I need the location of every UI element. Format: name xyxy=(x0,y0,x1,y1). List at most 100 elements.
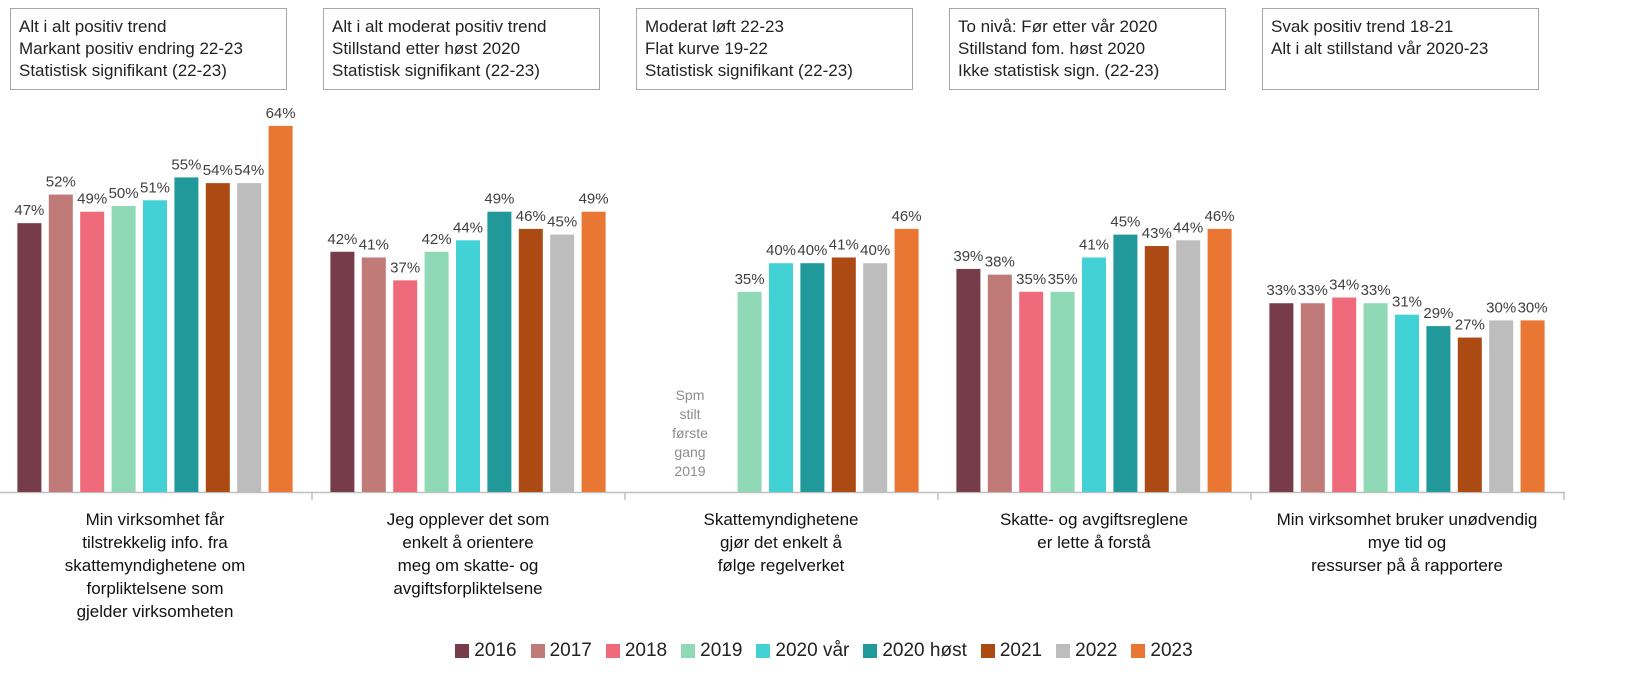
bar xyxy=(737,291,762,492)
value-label: 46% xyxy=(516,208,546,225)
annotation-box: Alt i alt positiv trend Markant positiv … xyxy=(10,8,287,90)
legend-swatch xyxy=(863,644,878,658)
bar xyxy=(456,240,480,492)
value-label: 29% xyxy=(1423,305,1453,322)
legend-label: 2016 xyxy=(474,640,517,661)
legend-label: 2017 xyxy=(549,640,592,661)
legend-label: 2019 xyxy=(700,640,743,661)
value-label: 27% xyxy=(1455,317,1485,334)
value-label: 52% xyxy=(46,174,76,191)
value-label: 38% xyxy=(985,254,1015,271)
value-label: 43% xyxy=(1142,225,1172,242)
bar xyxy=(174,177,199,492)
bar xyxy=(1332,297,1357,492)
legend-swatch xyxy=(980,644,995,658)
value-label: 35% xyxy=(735,271,765,288)
value-label: 44% xyxy=(1173,219,1203,236)
bar xyxy=(1144,246,1169,492)
legend-item: 2016 xyxy=(455,640,517,662)
legend-swatch xyxy=(530,644,545,658)
legend-label: 2022 xyxy=(1075,640,1118,661)
value-label: 35% xyxy=(1016,271,1046,288)
bar xyxy=(987,274,1012,492)
bar xyxy=(17,223,42,492)
legend-item: 2020 høst xyxy=(863,640,967,662)
legend-label: 2020 vår xyxy=(775,640,850,661)
annotation-box: To nivå: Før etter vår 2020 Stillstand f… xyxy=(949,8,1226,90)
value-label: 41% xyxy=(1079,236,1109,253)
legend-label: 2020 høst xyxy=(882,640,967,661)
legend-swatch xyxy=(1131,644,1146,658)
annotation-box: Svak positiv trend 18-21 Alt i alt still… xyxy=(1262,8,1539,90)
value-label: 33% xyxy=(1361,282,1391,299)
legend-swatch xyxy=(455,644,470,658)
value-label: 42% xyxy=(422,231,452,248)
value-label: 44% xyxy=(453,219,483,236)
bar xyxy=(424,251,449,492)
annotation-box: Moderat løft 22-23 Flat kurve 19-22 Stat… xyxy=(636,8,913,90)
value-label: 49% xyxy=(484,191,514,208)
legend-label: 2018 xyxy=(624,640,668,661)
category-label: Jeg opplever det som enkelt å orientere … xyxy=(386,510,550,598)
bar xyxy=(581,211,606,492)
bar xyxy=(1019,291,1044,492)
bar xyxy=(1520,320,1545,492)
value-label: 34% xyxy=(1329,277,1359,294)
category-label: Min virksomhet bruker unødvendig mye tid… xyxy=(1276,510,1538,575)
category-label: Min virksomhet får tilstrekkelig info. f… xyxy=(64,510,246,621)
bar xyxy=(487,211,512,492)
bar xyxy=(1300,303,1325,492)
bar xyxy=(1207,228,1232,492)
bar xyxy=(1176,240,1201,492)
value-label: 40% xyxy=(766,242,796,259)
bar xyxy=(1113,234,1138,492)
value-label: 55% xyxy=(171,156,201,173)
legend-item: 2020 vår xyxy=(756,640,849,662)
legend-item: 2023 xyxy=(1131,640,1193,662)
value-label: 31% xyxy=(1392,294,1422,311)
bar xyxy=(1050,291,1075,492)
legend-swatch xyxy=(756,644,771,658)
bar xyxy=(48,194,73,492)
value-label: 37% xyxy=(390,259,420,276)
legend-swatch xyxy=(1056,644,1071,658)
legend-swatch xyxy=(681,644,696,658)
bar xyxy=(205,183,230,492)
value-label: 30% xyxy=(1518,299,1548,316)
value-label: 33% xyxy=(1298,282,1328,299)
legend-item: 2021 xyxy=(980,640,1042,662)
value-label: 40% xyxy=(797,242,827,259)
bar xyxy=(550,234,575,492)
value-label: 54% xyxy=(203,162,233,179)
bar xyxy=(1489,320,1514,492)
value-label: 39% xyxy=(953,248,983,265)
value-label: 45% xyxy=(547,214,577,231)
value-label: 42% xyxy=(327,231,357,248)
note: Spm stilt første gang 2019 xyxy=(672,387,708,479)
value-label: 30% xyxy=(1486,299,1516,316)
bar xyxy=(1082,257,1106,492)
legend-label: 2023 xyxy=(1150,640,1193,661)
legend-item: 2017 xyxy=(530,640,592,662)
legend: 2016 2017 2018 2019 2020 vår 2020 høst 2021 202… xyxy=(0,640,1648,662)
legend-item: 2018 xyxy=(605,640,668,662)
value-label: 35% xyxy=(1048,271,1078,288)
bar xyxy=(80,211,105,492)
bar xyxy=(111,206,136,492)
value-label: 64% xyxy=(266,105,296,122)
category-label: Skatte- og avgiftsreglene er lette å for… xyxy=(999,510,1189,552)
bar xyxy=(894,228,919,492)
value-label: 54% xyxy=(234,162,264,179)
bar xyxy=(361,257,386,492)
value-label: 47% xyxy=(14,202,44,219)
bar xyxy=(956,268,981,492)
bar xyxy=(268,125,293,493)
value-label: 51% xyxy=(140,179,170,196)
value-label: 45% xyxy=(1110,214,1140,231)
value-label: 46% xyxy=(892,208,922,225)
bar xyxy=(1457,337,1482,492)
value-label: 49% xyxy=(579,191,609,208)
bar xyxy=(518,228,543,492)
